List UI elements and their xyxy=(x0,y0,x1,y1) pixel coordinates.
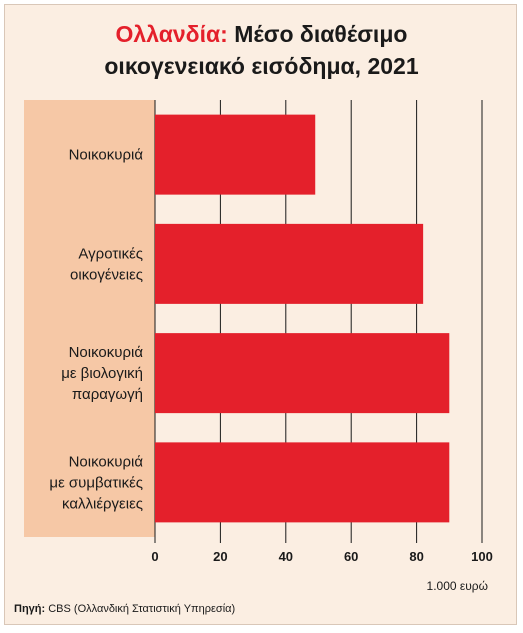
category-label-1: Αγροτικές οικογένειες xyxy=(70,245,143,283)
category-label-line: καλλιέργειες xyxy=(62,495,143,512)
source-label: Πηγή: xyxy=(14,603,46,615)
title-country: Ολλανδία: xyxy=(115,21,228,47)
category-label-3: Νοικοκυριά με συμβατικές καλλιέργειες xyxy=(49,453,143,512)
x-tick-label-100: 100 xyxy=(471,549,493,564)
category-label-line: οικογένειες xyxy=(70,266,143,283)
category-label-line: με βιολογική xyxy=(61,365,143,382)
category-label-2: Νοικοκυριά με βιολογική παραγωγή xyxy=(61,344,143,403)
category-label-line: Αγροτικές xyxy=(78,245,143,262)
title-line2: οικογενειακό εισόδημα, 2021 xyxy=(104,53,419,79)
bar-3 xyxy=(155,442,450,523)
category-label-line: με συμβατικές xyxy=(49,474,143,491)
category-label-0: Νοικοκυριά xyxy=(69,147,144,164)
x-axis-label: 1.000 ευρώ xyxy=(427,579,488,593)
category-label-line: παραγωγή xyxy=(72,386,143,403)
bar-1 xyxy=(155,223,424,304)
x-tick-label-60: 60 xyxy=(344,549,358,564)
x-tick-label-0: 0 xyxy=(151,549,158,564)
bar-2 xyxy=(155,333,450,414)
category-label-panel xyxy=(24,100,155,537)
source-note: Πηγή: CBS (Ολλανδική Στατιστική Υπηρεσία… xyxy=(14,603,235,615)
category-label-line: Νοικοκυριά xyxy=(69,453,144,470)
source-text: CBS (Ολλανδική Στατιστική Υπηρεσία) xyxy=(45,603,236,615)
category-label-line: Νοικοκυριά xyxy=(69,344,144,361)
chart-title: Ολλανδία: Μέσο διαθέσιμο οικογενειακό ει… xyxy=(0,18,523,82)
x-tick-label-20: 20 xyxy=(213,549,227,564)
x-tick-label-80: 80 xyxy=(409,549,423,564)
category-label-line: Νοικοκυριά xyxy=(69,147,144,164)
x-tick-label-40: 40 xyxy=(279,549,293,564)
bar-0 xyxy=(155,114,316,195)
title-line1: Μέσο διαθέσιμο xyxy=(227,21,408,47)
